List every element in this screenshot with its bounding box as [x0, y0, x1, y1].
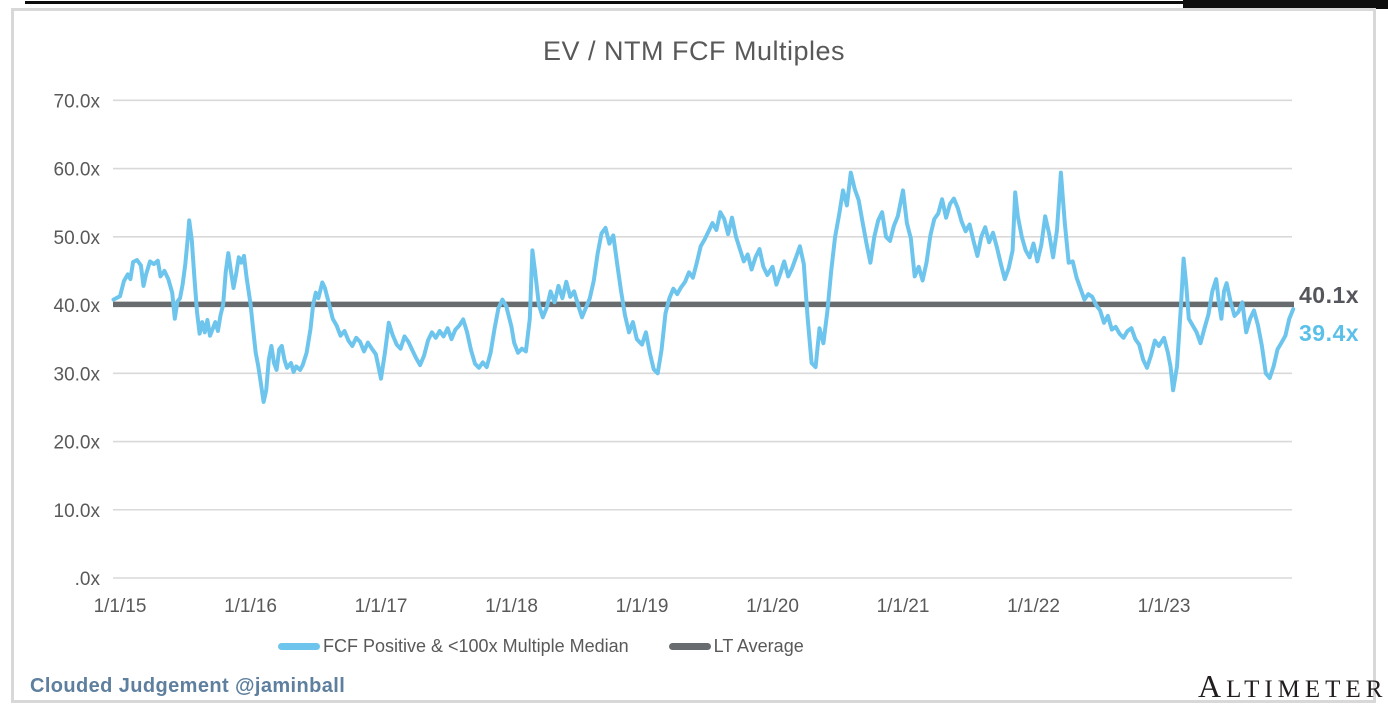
y-tick-label: 20.0x	[54, 433, 101, 454]
legend-swatch-fcf-median	[278, 643, 320, 650]
chart-frame	[11, 8, 1376, 703]
legend-label-fcf-median: FCF Positive & <100x Multiple Median	[323, 636, 629, 656]
x-tick-label: 1/1/21	[877, 596, 930, 617]
lt-average-value-label: 40.1x	[1299, 282, 1360, 308]
window-top-edge-bar	[1183, 0, 1388, 9]
y-tick-label: 60.0x	[54, 160, 101, 181]
x-tick-label: 1/1/16	[224, 596, 277, 617]
y-tick-label: 10.0x	[54, 501, 101, 522]
legend-item-lt-average: LT Average	[668, 636, 804, 657]
x-tick-label: 1/1/22	[1007, 596, 1060, 617]
x-tick-label: 1/1/20	[746, 596, 799, 617]
x-tick-label: 1/1/19	[616, 596, 669, 617]
y-tick-label: 40.0x	[54, 296, 101, 317]
current-value-label: 39.4x	[1299, 320, 1360, 346]
watermark-credit: Clouded Judgement @jaminball	[30, 675, 346, 697]
y-tick-label: .0x	[75, 569, 101, 590]
x-tick-label: 1/1/23	[1138, 596, 1191, 617]
legend: FCF Positive & <100x Multiple Median LT …	[278, 636, 804, 657]
x-tick-label: 1/1/17	[355, 596, 408, 617]
legend-label-lt-average: LT Average	[713, 636, 804, 656]
y-tick-label: 70.0x	[54, 91, 101, 112]
altimeter-logo: ALTIMETER	[1198, 668, 1388, 704]
y-tick-label: 30.0x	[54, 364, 101, 385]
x-tick-label: 1/1/15	[94, 596, 147, 617]
fcf-median-line	[111, 170, 1296, 404]
chart-title: EV / NTM FCF Multiples	[542, 36, 846, 66]
legend-swatch-lt-average	[668, 643, 711, 650]
window-top-edge-line	[25, 1, 1185, 4]
y-tick-label: 50.0x	[54, 228, 101, 249]
legend-item-fcf-median: FCF Positive & <100x Multiple Median	[278, 636, 629, 657]
x-tick-label: 1/1/18	[485, 596, 538, 617]
